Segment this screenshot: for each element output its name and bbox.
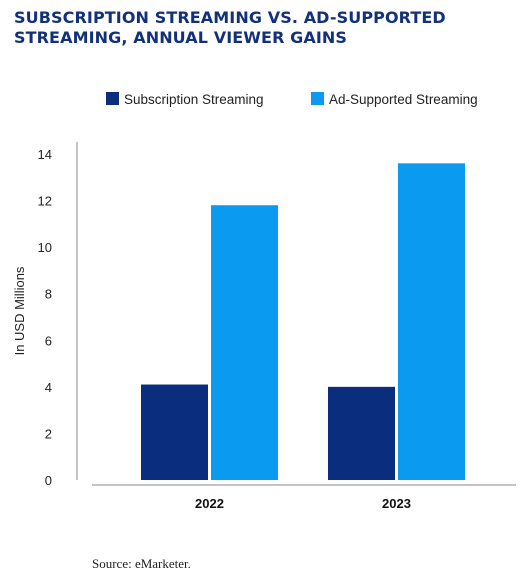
source-note: Source: eMarketer. [92,556,191,571]
y-tick-label: 0 [45,473,52,488]
y-axis: 0 2 4 6 8 10 12 14 In USD Millions [12,142,78,488]
y-tick-label: 4 [45,380,52,395]
x-axis: 2022 2023 [92,484,516,511]
legend-label-2: Ad-Supported Streaming [329,92,478,107]
y-tick-label: 6 [45,333,52,348]
y-tick-label: 10 [38,240,52,255]
legend-label-1: Subscription Streaming [124,92,264,107]
x-tick-label: 2023 [382,496,411,511]
bar-2023-series-2 [398,163,465,481]
y-tick-label: 12 [38,194,52,209]
chart-title: SUBSCRIPTION STREAMING VS. AD-SUPPORTED … [14,8,446,47]
bar-2022-series-1 [141,384,208,480]
y-tick-label: 14 [38,147,52,162]
y-tick-label: 8 [45,287,52,302]
bar-2023-series-1 [328,386,395,480]
legend-swatch-2 [311,92,324,105]
y-axis-title: In USD Millions [12,266,27,355]
legend: Subscription Streaming Ad-Supported Strea… [106,92,478,107]
y-tick-label: 2 [45,426,52,441]
legend-swatch-1 [106,92,119,105]
bars [141,163,465,481]
bar-2022-series-2 [211,205,278,480]
x-tick-label: 2022 [195,496,224,511]
